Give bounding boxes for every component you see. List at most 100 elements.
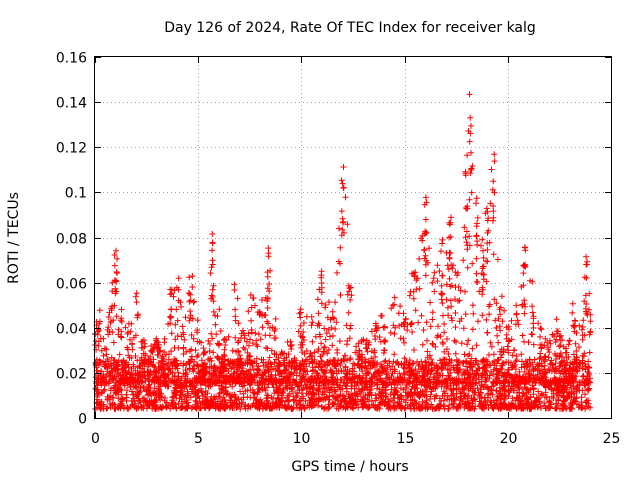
data-point [446, 275, 453, 282]
data-point [426, 376, 433, 383]
data-point [123, 397, 130, 404]
data-point [508, 317, 515, 324]
data-point [264, 285, 271, 292]
data-point [557, 337, 564, 344]
data-point [553, 336, 560, 343]
data-point [206, 341, 213, 347]
data-point [444, 304, 451, 311]
data-point [101, 345, 108, 352]
data-point [514, 317, 521, 324]
y-tick-label: 0.06 [56, 277, 87, 293]
data-point [335, 405, 342, 412]
data-point [222, 379, 228, 385]
data-point [468, 189, 475, 196]
data-point [473, 357, 480, 364]
data-point [118, 306, 125, 313]
data-point [157, 374, 164, 381]
data-point [173, 306, 180, 313]
data-point [480, 383, 487, 390]
data-point [304, 385, 311, 392]
data-point [127, 336, 133, 343]
data-point [262, 368, 269, 375]
data-point [194, 362, 201, 369]
data-point [187, 394, 194, 401]
data-point [557, 342, 564, 349]
data-point [217, 328, 224, 334]
data-point [539, 370, 546, 377]
data-point [96, 307, 103, 314]
data-point [460, 257, 467, 264]
data-point [473, 195, 480, 202]
data-point [186, 274, 193, 281]
data-point [535, 388, 542, 395]
data-point [115, 357, 122, 364]
data-point [401, 355, 408, 362]
data-point [370, 401, 377, 408]
data-point [134, 393, 141, 400]
data-point [512, 371, 518, 378]
data-point [428, 356, 435, 363]
data-point [172, 321, 179, 328]
data-point [336, 338, 343, 345]
data-point [448, 303, 455, 310]
data-point [92, 405, 99, 412]
data-point [223, 365, 230, 372]
data-point [143, 387, 150, 394]
data-point [452, 350, 459, 357]
data-point [538, 403, 544, 410]
data-point [129, 402, 136, 409]
data-point [511, 347, 518, 354]
data-point [186, 348, 193, 354]
data-point [235, 395, 242, 402]
data-point [255, 389, 262, 396]
data-point [339, 226, 346, 233]
data-point [565, 354, 572, 360]
data-point [266, 332, 273, 339]
data-point [579, 326, 585, 333]
data-point [208, 400, 215, 407]
data-point [206, 363, 213, 370]
data-point [159, 357, 166, 364]
data-point [474, 214, 481, 221]
data-point [168, 306, 175, 313]
data-point [125, 352, 132, 359]
data-point [467, 170, 474, 177]
data-point [582, 305, 589, 312]
data-point [389, 397, 395, 404]
data-point [546, 367, 553, 374]
data-point [212, 321, 219, 328]
data-point [247, 371, 254, 378]
data-point [315, 310, 322, 317]
data-point [363, 365, 370, 372]
data-point [148, 348, 155, 355]
data-point [528, 401, 535, 408]
data-point [384, 362, 391, 369]
data-point [169, 376, 176, 383]
data-point [299, 349, 306, 356]
data-point [490, 208, 497, 215]
data-point [278, 378, 285, 385]
data-point [134, 314, 141, 321]
data-point [295, 400, 301, 406]
data-point [410, 360, 417, 367]
data-point [255, 363, 262, 370]
data-point [344, 371, 351, 378]
data-point [579, 323, 586, 330]
data-point [153, 404, 160, 411]
data-point [116, 378, 123, 385]
data-point [139, 359, 145, 366]
data-point [422, 359, 429, 366]
data-point [531, 356, 538, 363]
data-point [191, 390, 197, 396]
data-point [347, 325, 354, 332]
data-point [339, 392, 346, 399]
data-point [480, 247, 486, 254]
data-point [513, 405, 520, 411]
data-point [441, 405, 448, 412]
data-point [543, 394, 550, 400]
data-point [277, 370, 284, 377]
data-point [153, 345, 160, 352]
data-point [452, 324, 459, 331]
data-point [496, 393, 503, 400]
data-point [454, 272, 461, 279]
